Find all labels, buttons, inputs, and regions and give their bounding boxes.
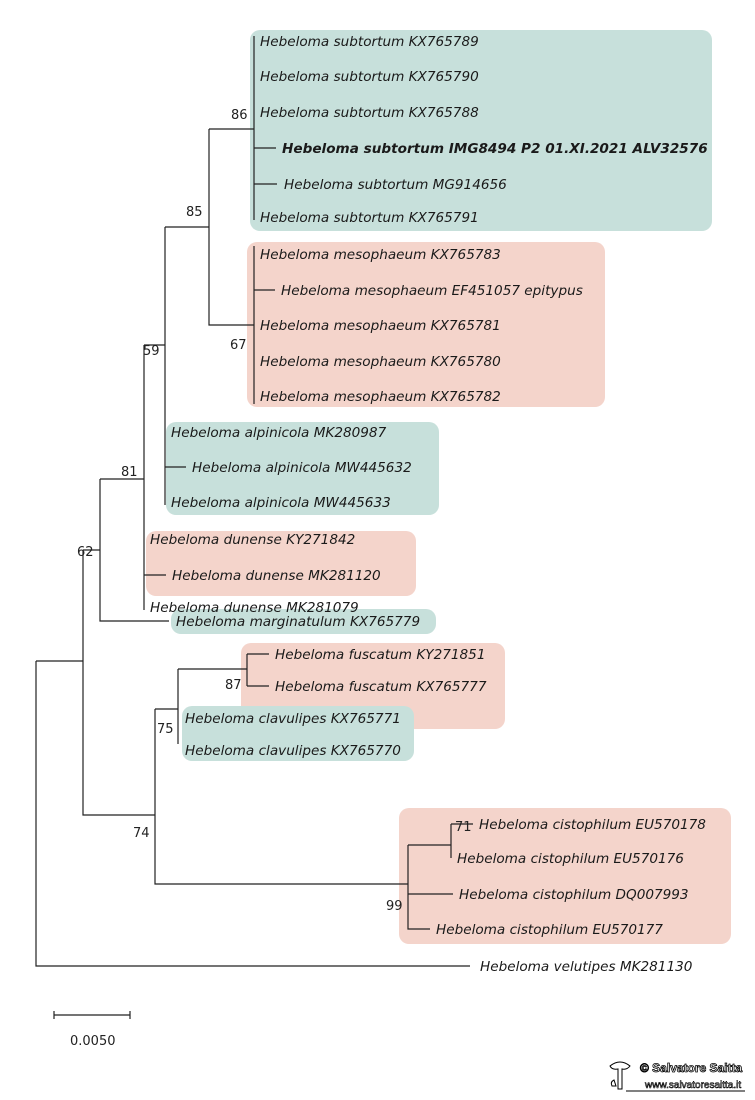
- clade-box-alpinicola: [166, 422, 439, 515]
- bootstrap-value: 85: [186, 205, 203, 220]
- leaf-label-highlighted: Hebeloma subtortum IMG8494 P2 01.XI.2021…: [282, 141, 708, 157]
- watermark-name: © Salvatore Saitta: [640, 1061, 743, 1075]
- leaf-label: Hebeloma subtortum KX765789: [260, 34, 479, 50]
- leaf-label: Hebeloma cistophilum EU570178: [479, 817, 706, 833]
- bootstrap-value: 71: [455, 820, 472, 835]
- leaf-label: Hebeloma mesophaeum KX765782: [260, 389, 501, 405]
- bootstrap-value: 86: [231, 108, 248, 123]
- bootstrap-value: 81: [121, 465, 138, 480]
- clade-box-subtortum: [250, 30, 712, 231]
- leaf-label: Hebeloma marginatulum KX765779: [176, 614, 420, 630]
- leaf-label: Hebeloma mesophaeum KX765781: [260, 318, 501, 334]
- bootstrap-value: 67: [230, 338, 247, 353]
- leaf-label: Hebeloma cistophilum EU570177: [436, 922, 663, 938]
- leaf-label: Hebeloma fuscatum KX765777: [275, 679, 487, 695]
- leaf-label: Hebeloma alpinicola MW445632: [192, 460, 412, 476]
- leaf-label: Hebeloma cistophilum EU570176: [457, 851, 684, 867]
- leaf-label: Hebeloma subtortum MG914656: [284, 177, 507, 193]
- leaf-label: Hebeloma dunense KY271842: [150, 532, 355, 548]
- tree-branches: [35, 36, 473, 967]
- bootstrap-value: 75: [157, 722, 174, 737]
- leaf-label: Hebeloma fuscatum KY271851: [275, 647, 485, 663]
- leaf-label: Hebeloma subtortum KX765788: [260, 105, 479, 121]
- watermark-url: www.salvatoresaitta.it: [644, 1080, 741, 1091]
- watermark-logo: © Salvatore Saitta www.salvatoresaitta.i…: [609, 1061, 745, 1092]
- leaf-label: Hebeloma mesophaeum KX765783: [260, 247, 501, 263]
- mushroom-icon: [609, 1061, 631, 1090]
- bootstrap-value: 74: [133, 826, 150, 841]
- clade-box-mesophaeum: [247, 242, 605, 407]
- clade-box-marginatulum: [171, 609, 436, 634]
- bootstrap-value: 99: [386, 899, 403, 914]
- leaf-label: Hebeloma dunense MK281079: [150, 600, 359, 616]
- clade-box-dunense: [146, 531, 416, 596]
- bootstrap-value: 59: [143, 344, 160, 359]
- scale-bar-label: 0.0050: [70, 1034, 116, 1049]
- leaf-label: Hebeloma clavulipes KX765770: [185, 743, 401, 759]
- leaf-label: Hebeloma mesophaeum KX765780: [260, 354, 501, 370]
- clade-box-clavulipes: [182, 706, 414, 761]
- leaf-label: Hebeloma clavulipes KX765771: [185, 711, 401, 727]
- bootstrap-value: 87: [225, 678, 242, 693]
- bootstrap-value: 62: [77, 545, 94, 560]
- scale-bar: [53, 1011, 131, 1019]
- leaf-label: Hebeloma subtortum KX765790: [260, 69, 479, 85]
- leaf-label-outgroup: Hebeloma velutipes MK281130: [480, 959, 692, 975]
- clade-box-cistophilum: [399, 808, 731, 944]
- leaf-label: Hebeloma alpinicola MW445633: [171, 495, 391, 511]
- leaf-label: Hebeloma dunense MK281120: [172, 568, 381, 584]
- leaf-label: Hebeloma subtortum KX765791: [260, 210, 479, 226]
- leaf-label: Hebeloma mesophaeum EF451057 epitypus: [281, 283, 583, 299]
- leaf-label: Hebeloma cistophilum DQ007993: [459, 887, 689, 903]
- leaf-label: Hebeloma alpinicola MK280987: [171, 425, 387, 441]
